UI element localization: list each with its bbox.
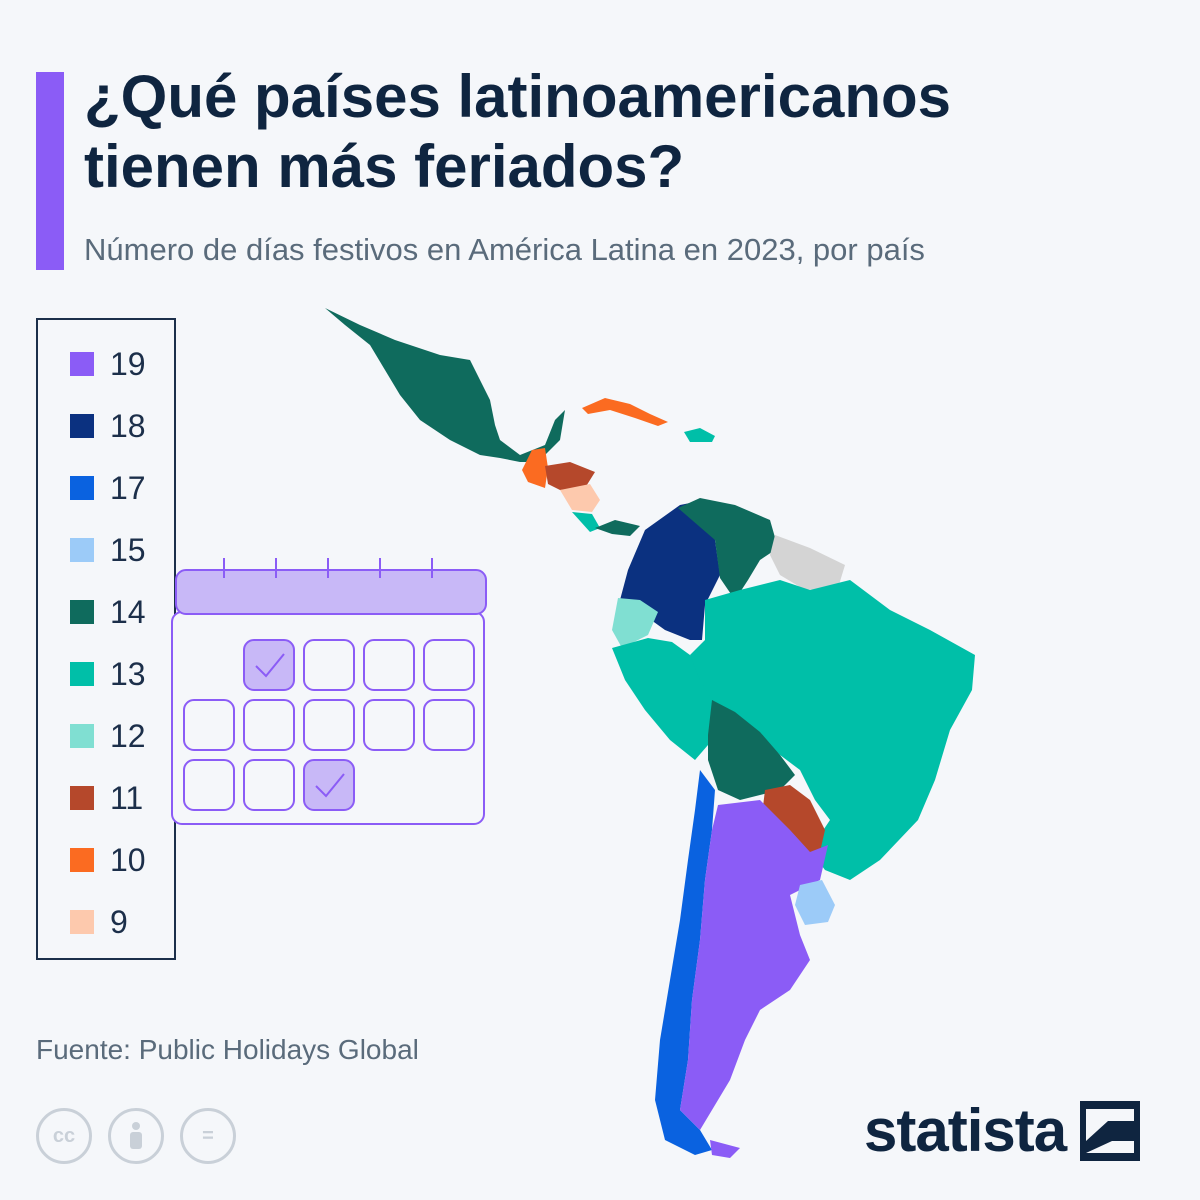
legend-swatch xyxy=(70,848,94,872)
statista-logo-icon xyxy=(1080,1100,1141,1161)
legend-swatch xyxy=(70,352,94,376)
page-title: ¿Qué países latinoamericanos tienen más … xyxy=(84,63,951,200)
legend-label: 14 xyxy=(110,593,146,630)
region-tierra-del-fuego xyxy=(710,1140,740,1158)
source-note: Fuente: Public Holidays Global xyxy=(36,1034,419,1065)
legend-label: 11 xyxy=(110,779,144,816)
region-panama xyxy=(595,520,640,536)
legend-item: 13 xyxy=(70,654,146,694)
legend-item: 17 xyxy=(70,468,146,508)
legend-swatch xyxy=(70,538,94,562)
region-bolivia xyxy=(708,700,795,800)
region-guatemala xyxy=(522,448,548,488)
legend-label: 15 xyxy=(110,531,146,568)
title-accent-bar xyxy=(36,72,64,270)
calendar-icon xyxy=(171,558,487,825)
legend-label: 18 xyxy=(110,407,146,444)
region-cuba xyxy=(582,398,668,426)
legend-label: 17 xyxy=(110,469,146,506)
legend-item: 19 xyxy=(70,344,146,384)
region-uruguay xyxy=(795,880,835,925)
region-chile xyxy=(655,770,715,1155)
attribution-icon[interactable] xyxy=(108,1108,164,1164)
legend: 19 18 17 15 14 13 12 11 10 9 xyxy=(36,318,176,960)
region-ecuador xyxy=(612,598,658,648)
legend-swatch xyxy=(70,476,94,500)
legend-swatch xyxy=(70,724,94,748)
legend-label: 9 xyxy=(110,903,128,940)
region-brazil xyxy=(690,580,975,880)
legend-item: 9 xyxy=(70,902,128,942)
legend-swatch xyxy=(70,662,94,686)
region-argentina xyxy=(680,800,828,1130)
brand-logo[interactable]: statista xyxy=(864,1096,1141,1165)
legend-swatch xyxy=(70,786,94,810)
license-icons: cc = xyxy=(36,1108,236,1164)
region-costa-rica xyxy=(572,512,600,532)
legend-label: 13 xyxy=(110,655,146,692)
region-peru xyxy=(612,638,718,760)
cc-icon[interactable]: cc xyxy=(36,1108,92,1164)
legend-item: 15 xyxy=(70,530,146,570)
legend-swatch xyxy=(70,414,94,438)
brand-wordmark: statista xyxy=(864,1097,1067,1164)
legend-label: 19 xyxy=(110,345,146,382)
region-venezuela xyxy=(678,498,778,600)
no-derivatives-icon[interactable]: = xyxy=(180,1108,236,1164)
region-dominican-republic xyxy=(684,428,715,442)
region-honduras xyxy=(545,462,595,490)
region-guianas xyxy=(770,535,845,590)
region-mexico xyxy=(325,308,565,462)
region-nicaragua xyxy=(560,484,600,512)
legend-swatch xyxy=(70,600,94,624)
legend-label: 12 xyxy=(110,717,146,754)
legend-item: 14 xyxy=(70,592,146,632)
region-paraguay xyxy=(762,785,825,855)
legend-item: 12 xyxy=(70,716,146,756)
legend-item: 18 xyxy=(70,406,146,446)
page-subtitle: Número de días festivos en América Latin… xyxy=(84,232,925,267)
legend-item: 10 xyxy=(70,840,146,880)
legend-label: 10 xyxy=(110,841,146,878)
legend-swatch xyxy=(70,910,94,934)
legend-item: 11 xyxy=(70,778,143,818)
